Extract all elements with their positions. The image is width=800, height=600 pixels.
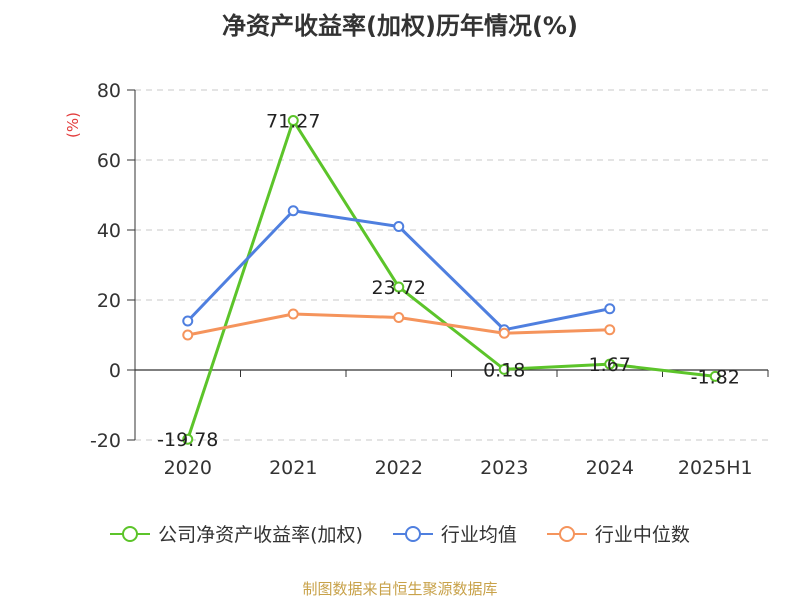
- y-tick-label: 60: [97, 150, 121, 172]
- x-tick-label: 2021: [269, 457, 317, 479]
- data-point: [498, 363, 510, 375]
- data-point: [182, 433, 194, 445]
- y-tick-label: 80: [97, 80, 121, 102]
- legend-label: 行业中位数: [594, 524, 690, 546]
- legend-swatch: [392, 525, 433, 542]
- source-note: 制图数据来自恒生聚源数据库: [302, 580, 498, 598]
- grid-lines: [135, 89, 768, 441]
- legend-item: 行业均值: [392, 520, 517, 547]
- data-label: 0.18: [483, 359, 525, 381]
- axes: [127, 89, 769, 441]
- data-label: 1.67: [589, 354, 631, 376]
- data-point: [182, 329, 194, 341]
- series-lines: [182, 115, 721, 445]
- data-point: [393, 281, 405, 293]
- x-tick-label: 2024: [586, 457, 634, 479]
- x-tick-label: 2020: [164, 457, 212, 479]
- chart-title: 净资产收益率(加权)历年情况(%): [222, 12, 578, 40]
- data-point: [604, 324, 616, 336]
- data-label: -1.82: [691, 366, 740, 388]
- data-point: [287, 308, 299, 320]
- y-tick-label: 40: [97, 220, 121, 242]
- y-tick-label: -20: [90, 430, 121, 452]
- legend-swatch: [546, 525, 587, 542]
- legend-label: 公司净资产收益率(加权): [158, 524, 363, 546]
- series-line-0: [186, 119, 716, 440]
- y-tick-label: 20: [97, 290, 121, 312]
- data-point: [182, 315, 194, 327]
- data-point: [709, 370, 721, 382]
- data-point: [287, 115, 299, 127]
- data-label: 23.72: [372, 277, 426, 299]
- data-point: [604, 358, 616, 370]
- y-tick-label: 0: [109, 360, 121, 382]
- legend-label: 行业均值: [440, 524, 517, 546]
- y-axis-label: (%): [64, 112, 82, 138]
- legend-swatch: [110, 525, 151, 542]
- x-tick-label: 2023: [480, 457, 528, 479]
- data-point: [498, 327, 510, 339]
- legend-item: 行业中位数: [546, 520, 690, 547]
- data-labels: -19.78 71.27 23.72 0.18 1.67 -1.82: [157, 111, 740, 452]
- data-label: 71.27: [266, 111, 320, 133]
- legend-item: 公司净资产收益率(加权): [110, 520, 363, 547]
- x-tick-label: 2022: [375, 457, 423, 479]
- data-point: [604, 303, 616, 315]
- legend: 公司净资产收益率(加权) 行业均值 行业中位数: [0, 520, 800, 547]
- x-tick-label: 2025H1: [678, 457, 753, 479]
- tick-labels: -20 0 20 40 60 80 2020 2021 2022 2023 2024 2025H1 (%…: [64, 80, 753, 479]
- data-point: [287, 205, 299, 217]
- data-point: [393, 312, 405, 323]
- data-point: [393, 221, 405, 232]
- data-label: -19.78: [157, 429, 218, 451]
